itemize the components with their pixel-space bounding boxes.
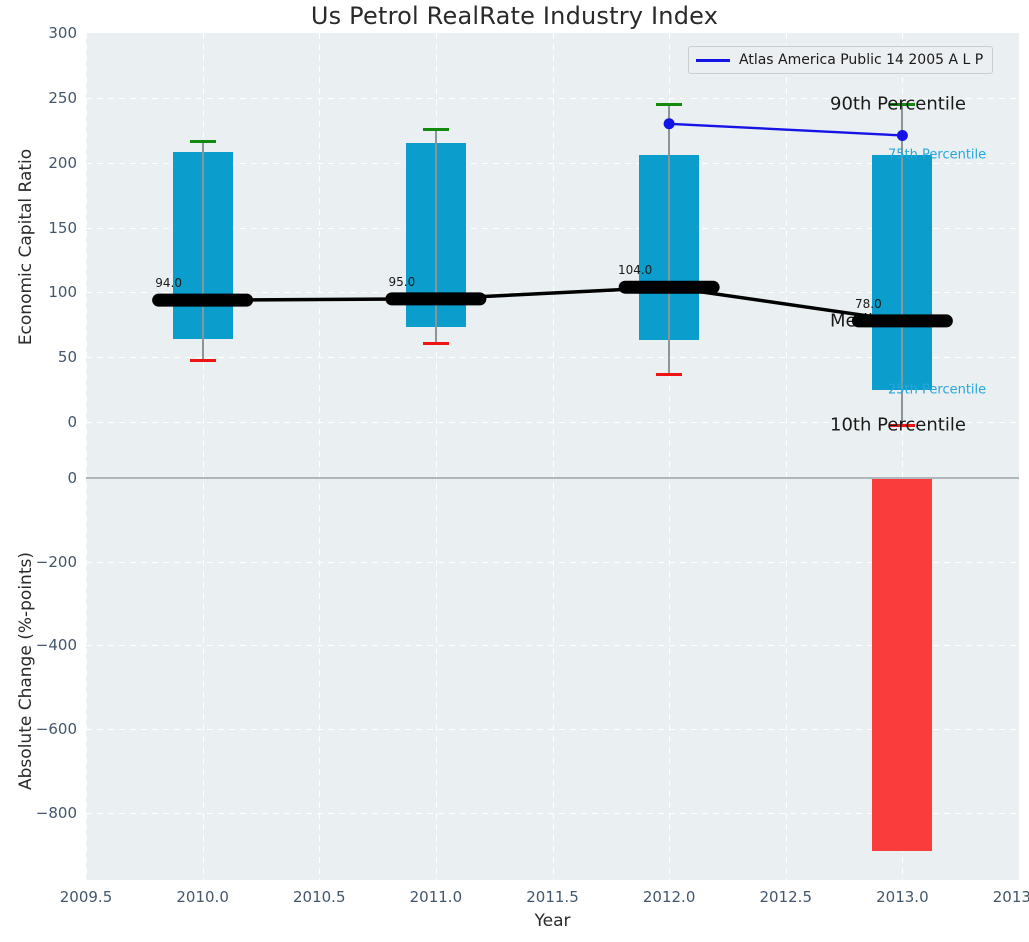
cap-90th-percentile	[889, 103, 916, 107]
gridline-x	[552, 461, 554, 880]
gridline-y	[86, 97, 1019, 99]
chart-title: Us Petrol RealRate Industry Index	[310, 2, 719, 30]
y-tick-label-top: 100	[48, 283, 77, 302]
y-tick-label-bottom: −200	[35, 552, 77, 571]
gridline-y	[86, 812, 1019, 814]
x-tick-label: 2010.5	[293, 888, 346, 906]
gridline-x	[319, 461, 321, 880]
gridline-x	[86, 461, 87, 880]
y-tick-label-top: 200	[48, 153, 77, 172]
gridline-x	[319, 33, 321, 461]
gridline-y	[86, 357, 1019, 359]
gridline-x	[1019, 461, 1020, 880]
x-tick-label: 2010.0	[176, 888, 229, 906]
company-series-point	[896, 129, 908, 141]
x-tick-label: 2013.0	[876, 888, 929, 906]
gridline-x	[785, 33, 787, 461]
cap-10th-percentile	[422, 341, 449, 345]
annotation-90th-percentile: 90th Percentile	[830, 93, 966, 115]
cap-90th-percentile	[656, 103, 683, 107]
annotation-75th-percentile: 75th Percentile	[888, 147, 987, 163]
gridline-x	[86, 33, 87, 461]
annotation-10th-percentile: 10th Percentile	[830, 414, 966, 436]
gridline-y	[86, 227, 1019, 229]
cap-90th-percentile	[189, 139, 216, 143]
company-series-line	[669, 122, 903, 137]
y-tick-label-top: 300	[48, 24, 77, 42]
median-value-label: 78.0	[855, 296, 882, 311]
cap-10th-percentile	[656, 373, 683, 377]
y-tick-label-bottom: 0	[67, 468, 77, 487]
y-tick-label-top: 150	[48, 218, 77, 237]
whisker-line-front	[434, 128, 437, 343]
bottom-panel-plot-area	[86, 461, 1020, 880]
whisker-line-front	[901, 104, 904, 425]
y-tick-label-bottom: −600	[35, 720, 77, 739]
y-tick-label-bottom: −800	[35, 803, 77, 822]
whisker-line-front	[201, 140, 204, 360]
x-tick-label: 2009.5	[59, 888, 113, 906]
legend-line-swatch	[696, 58, 730, 62]
median-value-label: 95.0	[388, 274, 416, 289]
y-tick-label-top: 250	[48, 88, 77, 107]
cap-10th-percentile	[889, 423, 916, 427]
gridline-y	[86, 162, 1019, 164]
x-tick-label: 2011.5	[526, 888, 579, 906]
x-tick-label: 2012.5	[759, 888, 813, 906]
y-tick-label-bottom: −400	[35, 636, 77, 655]
x-axis-label: Year	[534, 911, 571, 931]
gridline-x	[552, 33, 554, 461]
median-value-label: 104.0	[617, 263, 653, 278]
x-tick-label: 2011.0	[409, 888, 463, 906]
x-tick-label: 2013.5	[992, 888, 1029, 906]
median-trend-line	[156, 285, 949, 323]
gridline-x	[202, 461, 204, 880]
median-value-label: 94.0	[155, 276, 182, 291]
legend[interactable]: Atlas America Public 14 2005 A L P	[688, 46, 994, 74]
top-panel-plot-area	[86, 33, 1020, 461]
cap-10th-percentile	[189, 358, 216, 362]
gridline-y	[86, 561, 1019, 563]
gridline-y	[86, 645, 1019, 647]
gridline-y	[86, 422, 1019, 424]
annotation-25th-percentile: 25th Percentile	[888, 382, 987, 398]
gridline-x	[1019, 33, 1020, 461]
y-tick-label-top: 0	[67, 413, 77, 432]
cap-90th-percentile	[422, 127, 449, 131]
y-tick-label-top: 50	[57, 348, 77, 367]
gridline-x	[669, 461, 671, 880]
whisker-line-front	[668, 104, 671, 375]
x-tick-label: 2012.0	[642, 888, 696, 906]
negative-change-bar	[872, 477, 933, 852]
gridline-y	[86, 729, 1019, 731]
gridline-x	[785, 461, 787, 880]
panel-divider	[86, 476, 1019, 479]
gridline-x	[435, 461, 437, 880]
company-series-point	[663, 118, 675, 130]
legend-label: Atlas America Public 14 2005 A L P	[739, 52, 984, 68]
